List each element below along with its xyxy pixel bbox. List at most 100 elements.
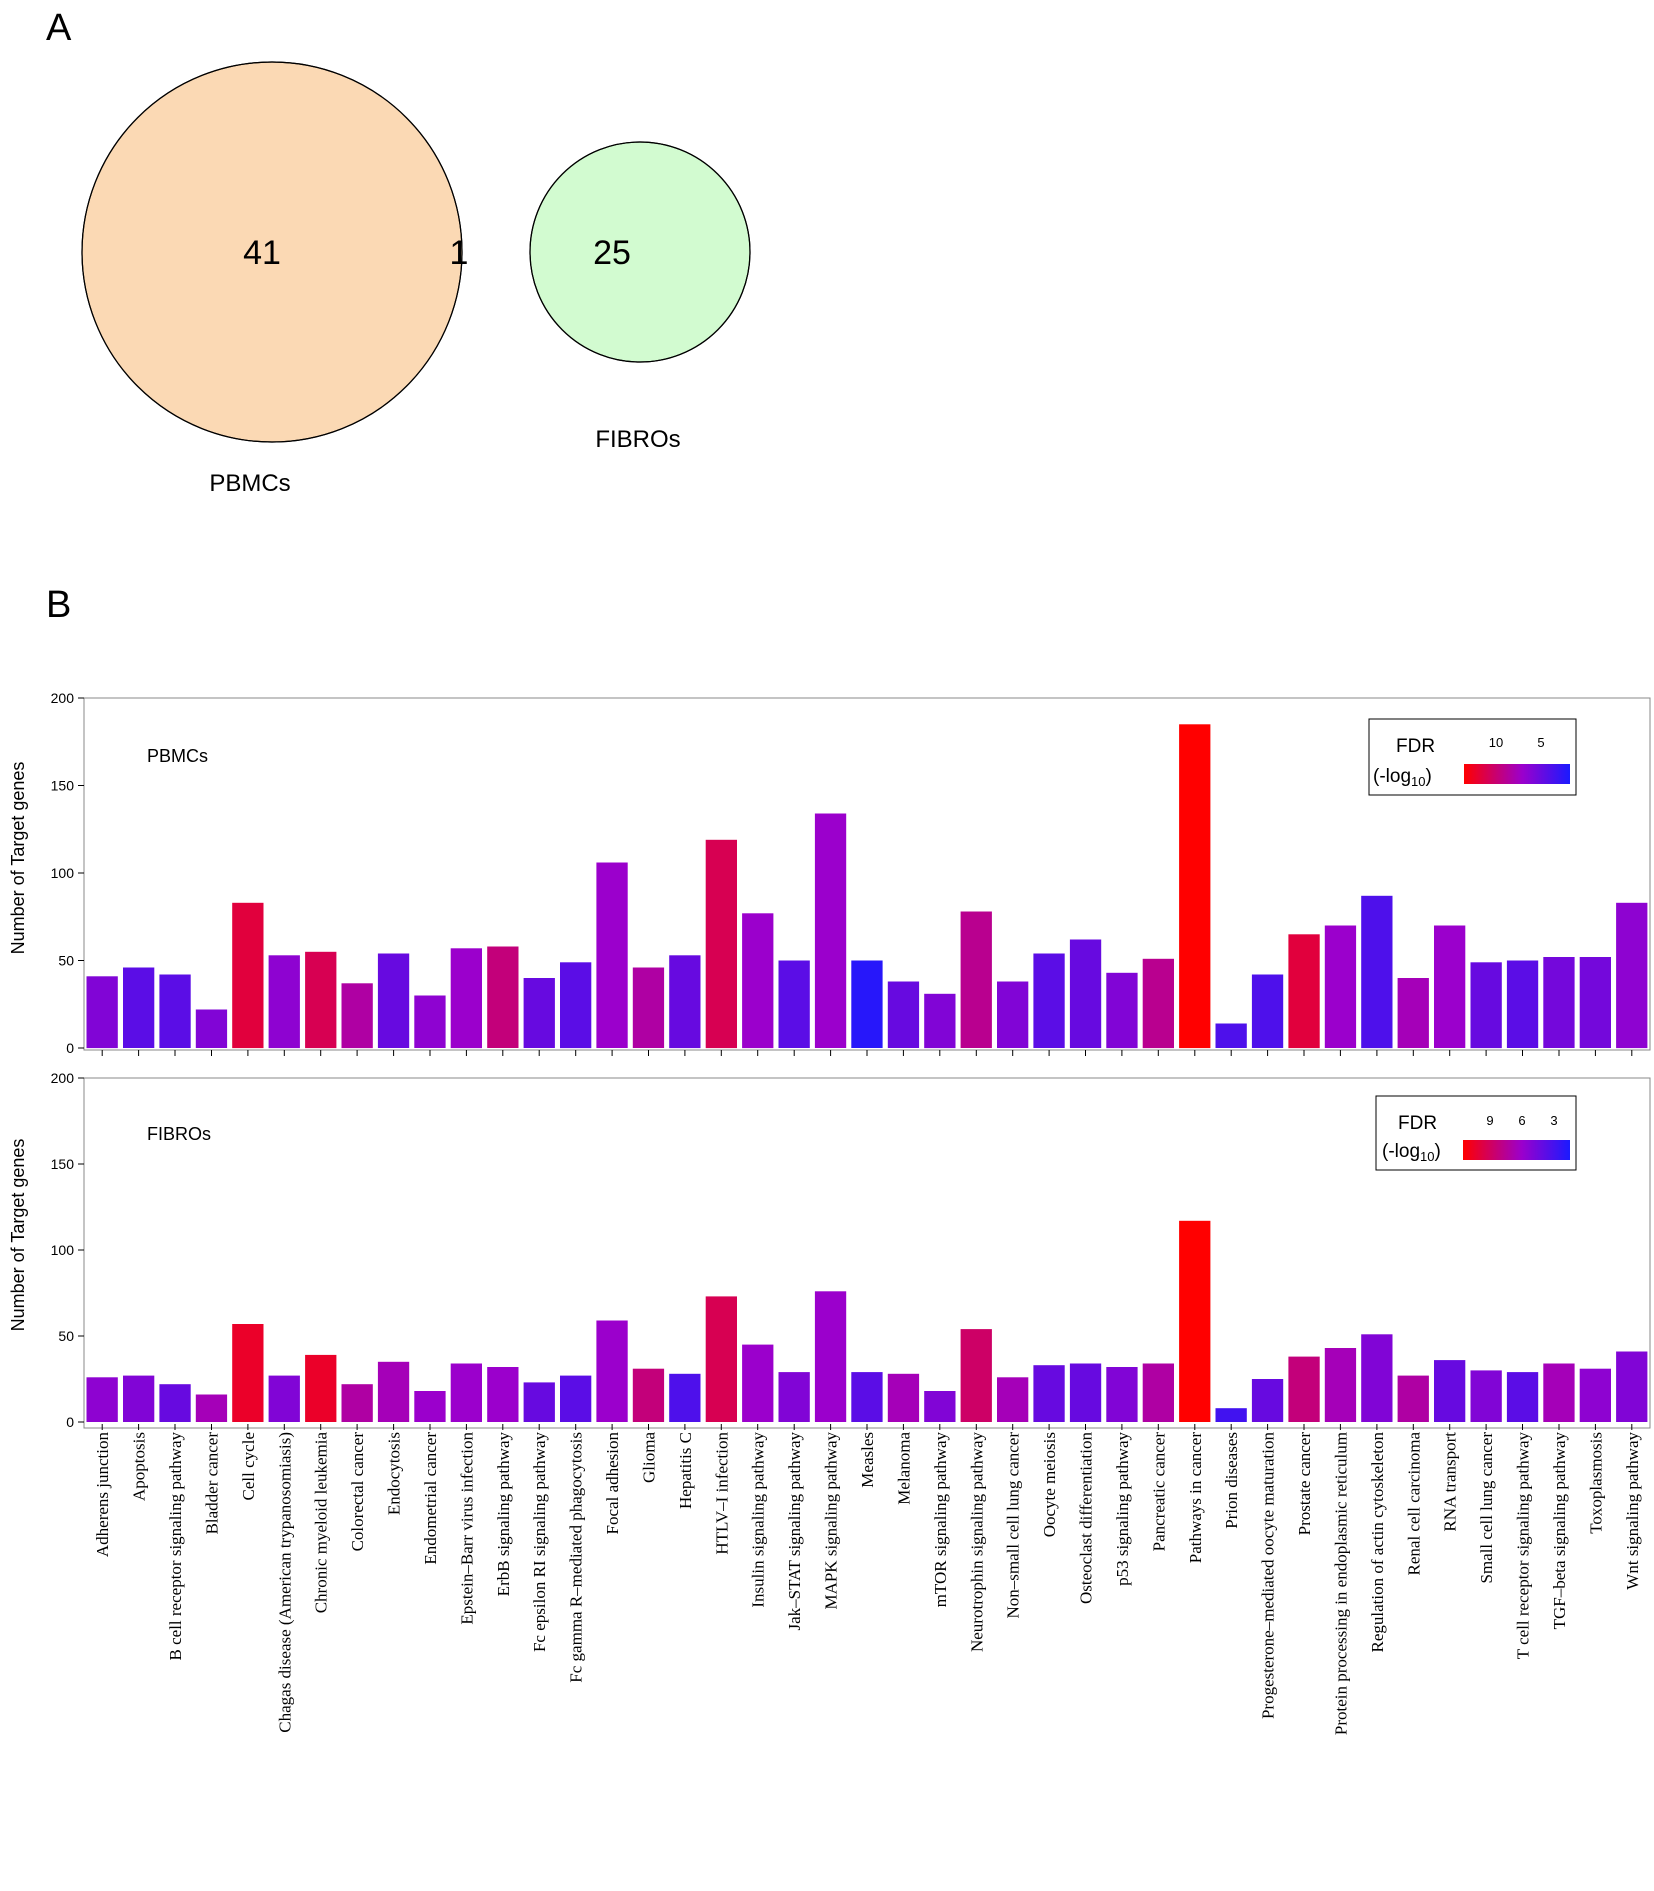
bar: [1106, 972, 1138, 1049]
x-category-label: p53 signaling pathway: [1113, 1432, 1132, 1586]
bar: [232, 902, 264, 1049]
legend-title: FDR: [1398, 1113, 1437, 1134]
venn-circle-fibros-outline: [529, 141, 751, 363]
bar: [1506, 960, 1539, 1048]
y-axis-label: Number of Target genes: [8, 762, 28, 955]
y-tick-label: 150: [51, 1156, 75, 1172]
venn-circle-fibros: [529, 141, 751, 363]
bar: [1579, 1368, 1611, 1422]
legend-subtitle: (-log10): [1382, 1141, 1441, 1164]
bar: [560, 962, 592, 1049]
bar: [341, 1384, 373, 1422]
bar: [887, 1373, 920, 1422]
bar: [669, 955, 701, 1049]
bar: [1106, 1367, 1138, 1422]
x-category-label: Prion diseases: [1222, 1432, 1241, 1529]
bar: [1543, 957, 1575, 1048]
venn-count-pbmcs: 41: [243, 234, 281, 272]
x-category-label: Glioma: [640, 1432, 659, 1483]
bar: [1543, 1363, 1575, 1422]
x-category-label: Pathways in cancer: [1186, 1432, 1205, 1564]
x-category-label: Prostate cancer: [1295, 1432, 1314, 1536]
panel-b-letter: B: [46, 584, 71, 626]
x-category-label: Neurotrophin signaling pathway: [967, 1432, 986, 1653]
legend-close: ): [1425, 766, 1431, 787]
bar: [1251, 1379, 1284, 1422]
bar: [1033, 953, 1065, 1048]
x-category-label: Bladder cancer: [203, 1432, 222, 1535]
y-tick-label: 100: [51, 1242, 75, 1258]
venn-label-fibros: FIBROs: [595, 426, 680, 453]
y-tick-label: 200: [51, 1070, 75, 1086]
bar: [814, 813, 847, 1048]
bar: [632, 967, 665, 1048]
bar: [851, 960, 883, 1048]
x-category-label: Pancreatic cancer: [1149, 1432, 1168, 1552]
bar: [560, 1375, 592, 1422]
x-category-label: Fc epsilon RI signaling pathway: [530, 1432, 549, 1653]
bar: [1616, 1351, 1648, 1422]
bar: [1361, 895, 1393, 1049]
bar: [123, 967, 155, 1048]
bar: [851, 1372, 883, 1422]
x-category-label: Toxoplasmosis: [1586, 1432, 1605, 1534]
bar: [1033, 1365, 1065, 1422]
bar: [1434, 925, 1466, 1048]
fdr-legend: FDR (-log10) 10 5: [1368, 718, 1577, 796]
x-category-label: Fc gamma R–mediated phagocytosis: [567, 1432, 586, 1683]
bar: [1179, 1220, 1211, 1422]
x-category-label: Cell cycle: [239, 1432, 258, 1500]
x-category-label: Chronic myeloid leukemia: [312, 1432, 331, 1614]
bar: [1434, 1360, 1466, 1422]
x-category-label: Renal cell carcinoma: [1404, 1432, 1423, 1576]
bar: [960, 911, 992, 1048]
bar: [232, 1324, 264, 1422]
venn-count-fibros: 25: [593, 234, 631, 272]
x-category-label: ErbB signaling pathway: [494, 1432, 513, 1597]
bar: [195, 1009, 228, 1048]
bar: [450, 1363, 482, 1422]
y-axis-label: Number of Target genes: [8, 1139, 28, 1332]
legend-subtitle: (-log10): [1373, 766, 1432, 789]
bar: [1069, 1363, 1102, 1422]
y-tick-label: 0: [66, 1040, 74, 1056]
bar: [195, 1394, 228, 1422]
panel-a-letter: A: [46, 7, 72, 49]
bar: [268, 955, 300, 1049]
bar: [341, 983, 373, 1049]
chart-title-fibros: FIBROs: [147, 1124, 211, 1144]
bar: [1142, 958, 1174, 1049]
bar: [960, 1329, 992, 1422]
x-category-label: mTOR signaling pathway: [931, 1432, 950, 1608]
bar: [596, 1320, 628, 1422]
venn-label-pbmcs: PBMCs: [209, 470, 290, 497]
bar: [705, 1296, 737, 1422]
bar: [632, 1368, 665, 1422]
x-category-label: Jak–STAT signaling pathway: [785, 1432, 804, 1631]
bar: [487, 946, 519, 1048]
x-category-label: Insulin signaling pathway: [749, 1432, 768, 1608]
x-category-label: Osteoclast differentiation: [1077, 1432, 1096, 1604]
bar: [596, 862, 628, 1048]
bar: [268, 1375, 300, 1422]
bar: [1361, 1334, 1393, 1422]
chart-title-pbmcs: PBMCs: [147, 746, 208, 766]
bar: [1215, 1023, 1247, 1048]
bar: [778, 960, 810, 1048]
legend-tick: 3: [1550, 1113, 1557, 1128]
bar: [742, 913, 774, 1049]
bar: [159, 1384, 191, 1422]
x-category-label: Oocyte meiosis: [1040, 1432, 1059, 1537]
chart-fibros: Number of Target genes 0 50 100 150 200 FIBR…: [8, 1070, 1651, 1430]
bar: [742, 1344, 774, 1422]
bar: [1142, 1363, 1174, 1422]
bar: [86, 976, 118, 1049]
bar: [1324, 1348, 1357, 1422]
legend-subscript: 10: [1411, 774, 1425, 789]
y-tick-label: 200: [51, 690, 75, 706]
bar: [414, 995, 446, 1048]
x-category-label: B cell receptor signaling pathway: [166, 1432, 185, 1661]
x-category-label: Endocytosis: [385, 1432, 404, 1515]
bar: [1215, 1408, 1247, 1422]
bar: [450, 948, 482, 1049]
